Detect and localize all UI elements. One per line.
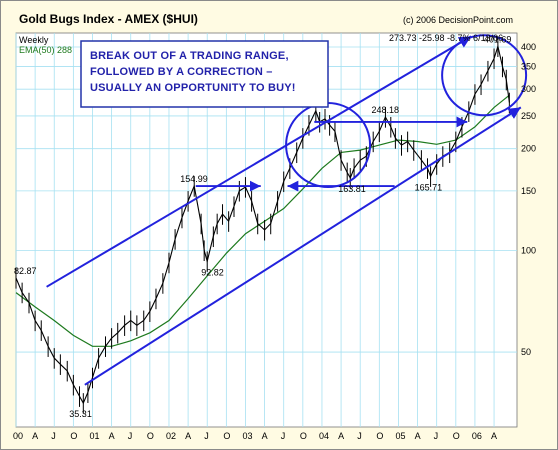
y-tick-label: 150 xyxy=(521,186,536,196)
price-label: 163.81 xyxy=(338,184,366,194)
x-tick-label: 04 xyxy=(319,431,329,441)
y-tick-label: 400 xyxy=(521,42,536,52)
y-tick-label: 350 xyxy=(521,62,536,72)
price-label: 35.31 xyxy=(69,409,92,419)
interval-label: Weekly xyxy=(19,35,49,45)
x-tick-label: A xyxy=(32,431,38,441)
x-tick-label: J xyxy=(357,431,362,441)
x-tick-label: 03 xyxy=(242,431,252,441)
lower-channel-line xyxy=(84,106,522,386)
x-tick-label: A xyxy=(262,431,268,441)
x-tick-label: 06 xyxy=(472,431,482,441)
y-tick-label: 250 xyxy=(521,111,536,121)
last-stats-text: 273.73 -25.98 -8.7% 6/13/06 xyxy=(389,33,503,43)
x-tick-label: 02 xyxy=(166,431,176,441)
ema-legend-label: EMA(50) 288 xyxy=(19,45,72,55)
price-label: 248.18 xyxy=(371,105,399,115)
x-tick-label: 05 xyxy=(395,431,405,441)
y-tick-label: 200 xyxy=(521,144,536,154)
upper-channel-line xyxy=(46,35,472,288)
annotation-line-1: BREAK OUT OF A TRADING RANGE, xyxy=(90,50,289,62)
x-tick-label: A xyxy=(185,431,191,441)
x-tick-label: O xyxy=(376,431,383,441)
x-tick-label: O xyxy=(300,431,307,441)
x-tick-label: J xyxy=(281,431,286,441)
x-tick-label: 01 xyxy=(89,431,99,441)
x-tick-label: A xyxy=(491,431,497,441)
annotation-line-3: USUALLY AN OPPORTUNITY TO BUY! xyxy=(90,82,296,94)
x-tick-label: J xyxy=(128,431,132,441)
x-tick-label: O xyxy=(70,431,77,441)
x-tick-label: J xyxy=(51,431,56,441)
x-tick-label: J xyxy=(204,431,209,441)
x-tick-label: A xyxy=(338,431,344,441)
price-label: 82.87 xyxy=(14,266,37,276)
highlight-circle xyxy=(441,34,528,117)
price-label: 165.71 xyxy=(415,182,443,192)
x-tick-label: A xyxy=(415,431,421,441)
price-label: 154.99 xyxy=(180,174,208,184)
y-tick-label: 50 xyxy=(521,347,531,357)
x-tick-label: 00 xyxy=(13,431,23,441)
y-tick-label: 100 xyxy=(521,245,536,255)
chart-title: Gold Bugs Index - AMEX ($HUI) xyxy=(19,12,198,26)
x-tick-label: A xyxy=(109,431,115,441)
annotation-line-2: FOLLOWED BY A CORRECTION – xyxy=(90,66,273,78)
annotation-box xyxy=(80,40,329,108)
x-tick-label: J xyxy=(434,431,439,441)
x-tick-label: O xyxy=(223,431,230,441)
price-label: 401.69 xyxy=(484,34,512,44)
copyright-text: (c) 2006 DecisionPoint.com xyxy=(403,15,513,25)
price-label: 92.82 xyxy=(201,267,224,277)
y-tick-label: 300 xyxy=(521,84,536,94)
x-tick-label: O xyxy=(147,431,154,441)
x-tick-label: O xyxy=(453,431,460,441)
